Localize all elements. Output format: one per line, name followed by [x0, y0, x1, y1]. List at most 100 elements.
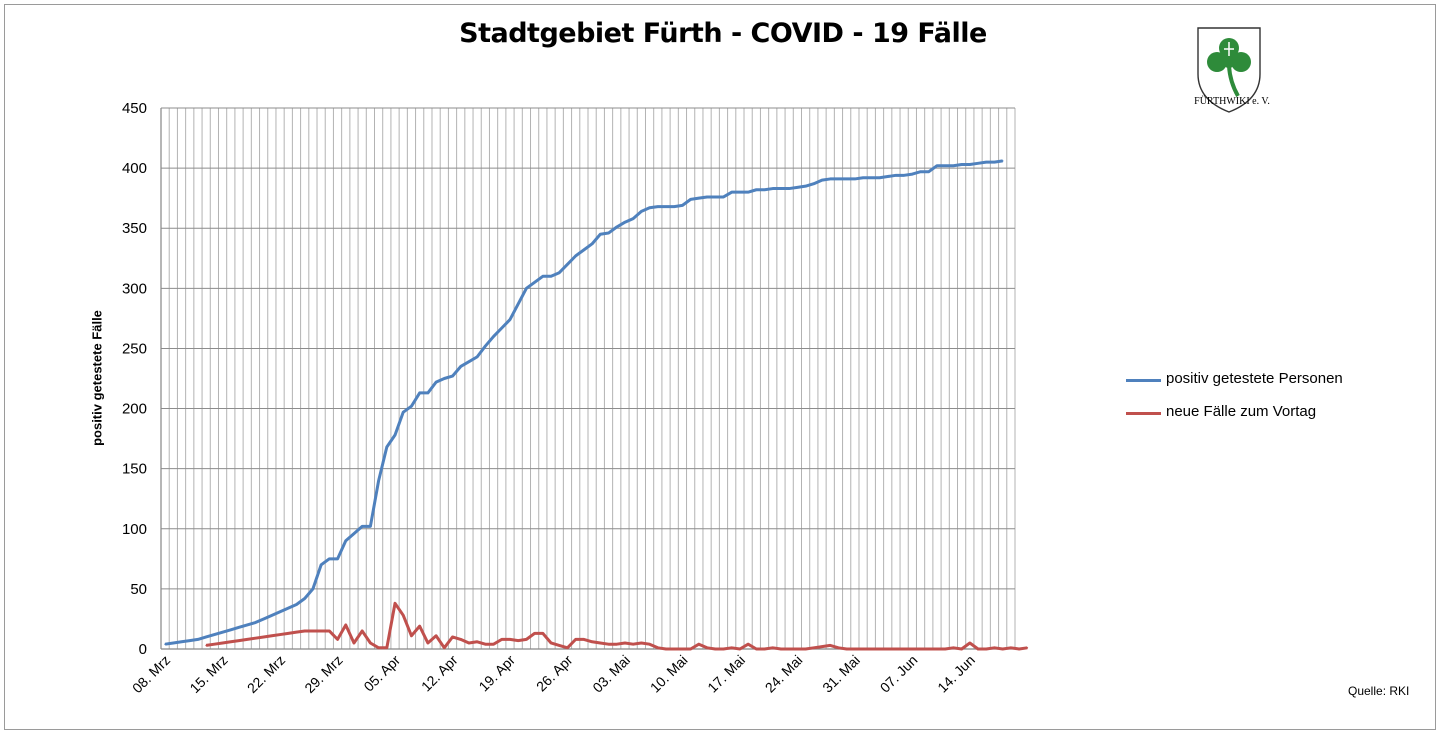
- series-lines: [164, 159, 1029, 651]
- y-axis-title: positiv getestete Fälle: [89, 310, 105, 446]
- data-point-positive: [599, 233, 602, 236]
- data-point-positive: [591, 243, 593, 245]
- data-point-positive: [262, 618, 265, 620]
- data-point-positive: [295, 603, 298, 606]
- data-point-new-cases: [279, 633, 281, 636]
- y-tick-label: 350: [122, 220, 147, 237]
- data-point-new-cases: [500, 638, 503, 641]
- data-point-new-cases: [960, 648, 963, 650]
- data-point-new-cases: [903, 648, 905, 650]
- data-point-positive: [566, 263, 569, 266]
- data-point-new-cases: [1001, 648, 1004, 650]
- data-point-new-cases: [870, 648, 873, 650]
- data-point-positive: [944, 164, 947, 167]
- data-point-positive: [665, 205, 667, 208]
- data-point-new-cases: [238, 639, 240, 642]
- data-point-new-cases: [780, 648, 782, 650]
- data-point-positive: [722, 196, 725, 198]
- data-point-positive: [813, 182, 815, 185]
- data-point-new-cases: [739, 648, 741, 650]
- y-tick-label: 0: [139, 641, 147, 658]
- data-point-positive: [394, 434, 396, 436]
- data-point-positive: [369, 525, 372, 528]
- data-point-new-cases: [788, 648, 790, 650]
- data-point-new-cases: [468, 642, 470, 644]
- data-point-new-cases: [558, 644, 561, 647]
- data-point-new-cases: [229, 640, 232, 643]
- legend-swatch-new-cases: [1126, 412, 1161, 415]
- data-point-positive: [402, 411, 405, 413]
- data-point-new-cases: [665, 648, 667, 650]
- data-point-new-cases: [377, 646, 380, 649]
- data-point-positive: [443, 377, 446, 380]
- data-point-new-cases: [763, 648, 766, 650]
- data-point-new-cases: [344, 624, 347, 626]
- data-point-new-cases: [386, 646, 388, 649]
- data-point-positive: [386, 446, 388, 448]
- data-point-new-cases: [476, 640, 478, 643]
- data-point-positive: [771, 187, 774, 190]
- data-point-new-cases: [714, 648, 717, 650]
- data-point-new-cases: [862, 648, 864, 650]
- legend-swatch-positive: [1126, 379, 1161, 382]
- data-point-positive: [558, 271, 561, 274]
- data-point-new-cases: [221, 642, 224, 644]
- data-point-positive: [640, 210, 643, 213]
- data-point-new-cases: [525, 638, 528, 641]
- y-tick-label: 400: [122, 160, 147, 177]
- data-point-positive: [484, 345, 487, 347]
- data-point-new-cases: [287, 632, 290, 635]
- y-tick-label: 250: [122, 340, 147, 357]
- data-point-positive: [435, 381, 437, 383]
- data-point-positive: [164, 643, 166, 645]
- data-point-new-cases: [648, 643, 651, 645]
- data-point-new-cases: [993, 646, 996, 649]
- data-point-new-cases: [459, 638, 462, 641]
- data-point-positive: [254, 621, 257, 624]
- data-point-positive: [788, 187, 790, 190]
- data-point-new-cases: [689, 648, 692, 650]
- data-point-positive: [927, 170, 930, 173]
- x-tick-label: 03. Mai: [589, 652, 633, 696]
- data-point-positive: [656, 205, 659, 208]
- data-point-new-cases: [591, 640, 593, 643]
- data-point-positive: [172, 642, 175, 644]
- data-point-positive: [919, 170, 922, 173]
- data-point-new-cases: [1010, 646, 1012, 649]
- data-point-positive: [911, 173, 914, 175]
- data-point-positive: [1001, 160, 1004, 162]
- data-point-new-cases: [681, 648, 684, 650]
- x-tick-label: 31. Mai: [819, 652, 863, 696]
- data-point-positive: [829, 178, 832, 180]
- data-point-positive: [205, 636, 207, 638]
- data-point-new-cases: [328, 630, 331, 632]
- data-point-new-cases: [985, 648, 988, 650]
- y-tick-label: 300: [122, 280, 147, 297]
- x-tick-label: 12. Apr: [418, 652, 461, 695]
- data-point-new-cases: [336, 638, 339, 641]
- data-point-positive: [361, 525, 363, 528]
- data-point-new-cases: [353, 642, 355, 644]
- data-point-positive: [238, 626, 240, 629]
- data-point-new-cases: [919, 648, 922, 650]
- data-point-new-cases: [410, 634, 413, 637]
- x-tick-label: 24. Mai: [762, 652, 806, 696]
- data-point-new-cases: [509, 638, 511, 641]
- y-tick-label: 450: [122, 100, 147, 117]
- data-point-positive: [492, 335, 495, 338]
- data-point-new-cases: [492, 643, 495, 645]
- data-point-positive: [886, 175, 889, 178]
- data-point-positive: [903, 174, 905, 177]
- data-point-positive: [796, 186, 799, 189]
- data-point-new-cases: [262, 636, 265, 638]
- x-tick-label: 15. Mrz: [186, 652, 230, 696]
- data-point-new-cases: [295, 631, 298, 633]
- data-point-positive: [681, 204, 684, 207]
- x-tick-label: 08. Mrz: [129, 652, 173, 696]
- data-point-positive: [730, 191, 733, 193]
- data-point-new-cases: [443, 646, 446, 649]
- data-point-new-cases: [640, 642, 643, 644]
- data-point-positive: [197, 638, 199, 641]
- data-point-new-cases: [632, 643, 634, 645]
